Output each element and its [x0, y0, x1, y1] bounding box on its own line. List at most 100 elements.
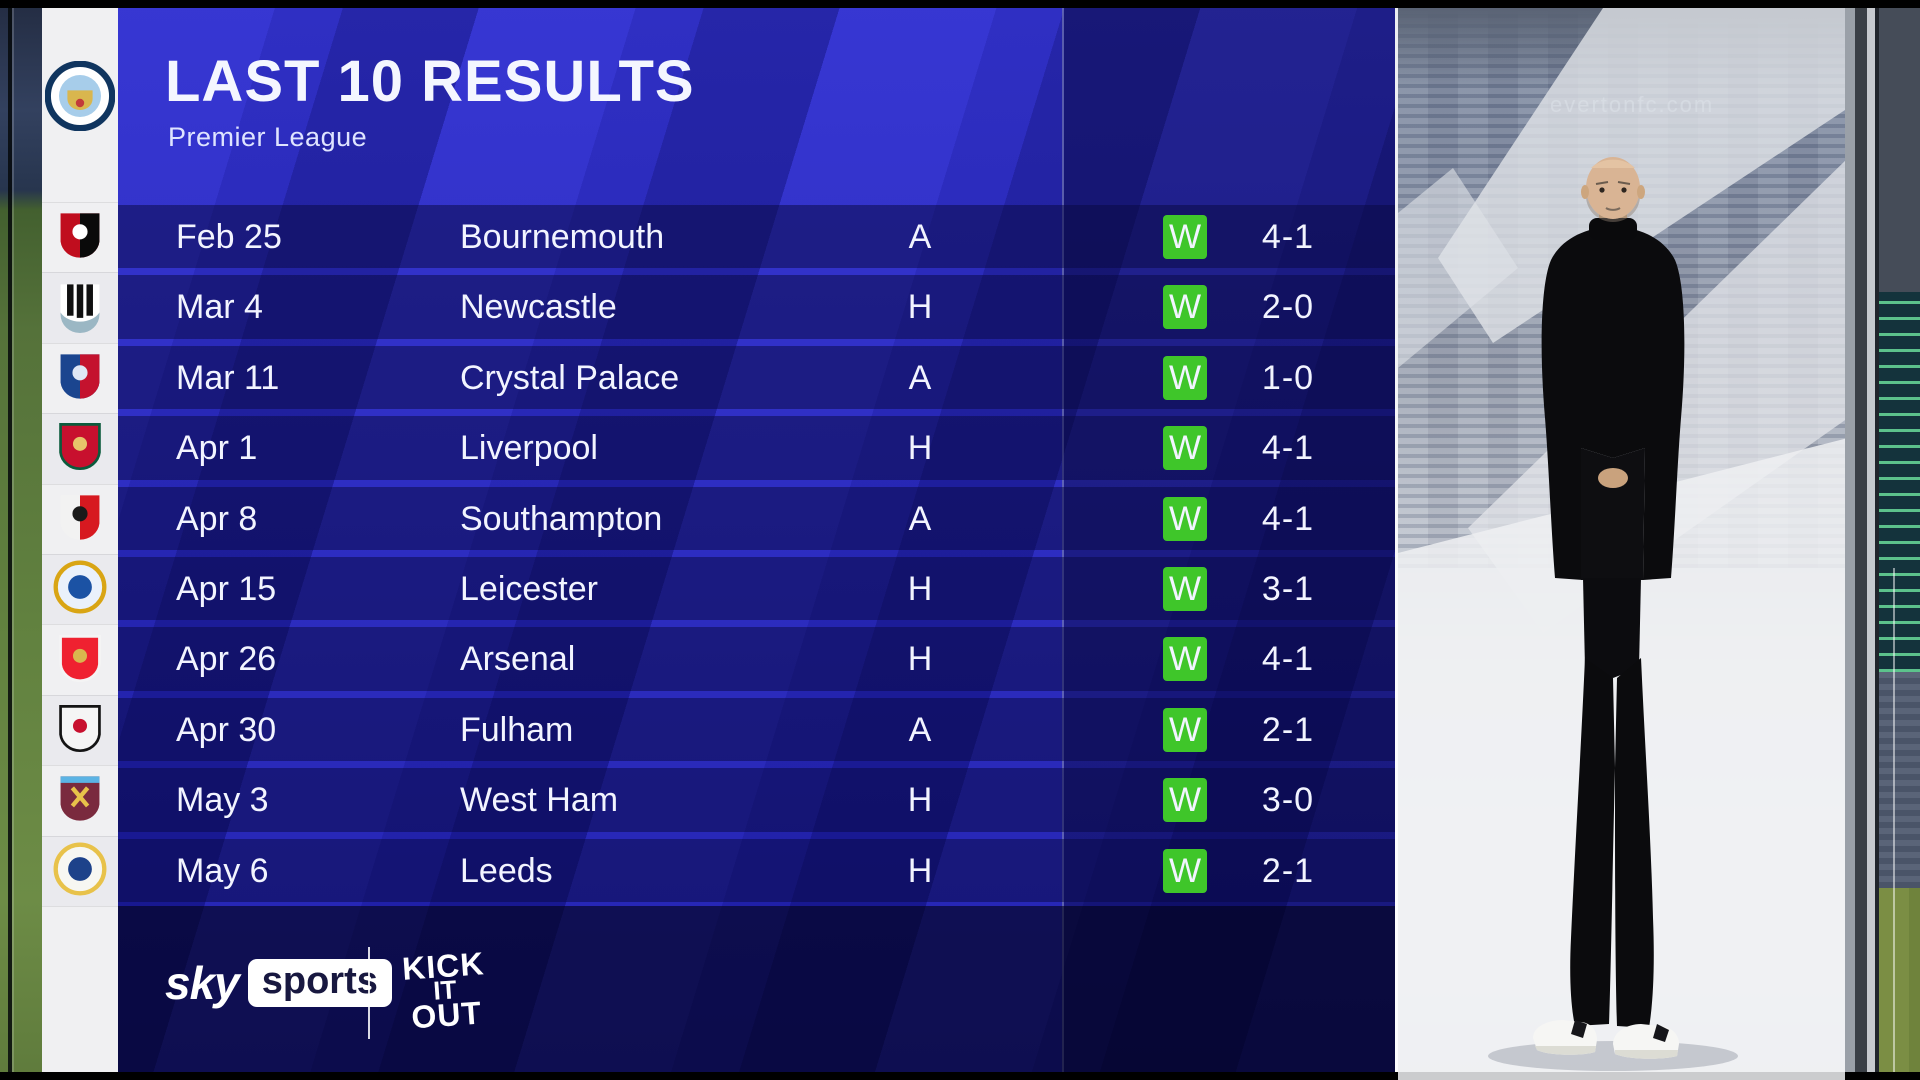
match-date: May 6 — [176, 851, 269, 890]
result-badge: W — [1163, 215, 1207, 259]
result-badge: W — [1163, 355, 1207, 400]
match-date: Apr 8 — [176, 499, 258, 538]
leeds-crest-icon — [53, 842, 107, 901]
leicester-crest-icon — [53, 560, 107, 619]
match-score: 3-0 — [1261, 781, 1315, 820]
crest-cell — [42, 765, 118, 835]
crest-cell — [42, 835, 118, 906]
opponent-name: Leicester — [460, 569, 598, 608]
liverpool-crest-icon — [53, 419, 107, 478]
opponent-name: Southampton — [460, 499, 663, 538]
match-date: Mar 11 — [176, 358, 280, 397]
venue-indicator: A — [908, 710, 932, 749]
crest-cell — [42, 202, 118, 272]
crest-cell — [42, 342, 118, 413]
arsenal-crest-icon — [53, 631, 107, 690]
manchester-city-crest-icon — [44, 60, 116, 136]
venue-indicator: A — [908, 358, 932, 397]
match-date: Mar 4 — [176, 288, 263, 327]
venue-indicator: H — [907, 288, 933, 327]
venue-indicator: H — [907, 640, 933, 679]
results-table: Feb 25 Bournemouth A W 4-1 Mar 4 Newcast… — [118, 202, 1395, 906]
match-score: 4-1 — [1261, 640, 1315, 679]
result-row: Mar 4 Newcastle H W 2-0 — [118, 272, 1395, 342]
newcastle-crest-icon — [53, 279, 107, 338]
venue-indicator: H — [907, 569, 933, 608]
opponent-crest-list — [42, 202, 118, 906]
competition-label: Premier League — [168, 122, 368, 152]
result-badge: W — [1163, 707, 1207, 752]
crest-cell — [42, 553, 118, 625]
result-row: Apr 30 Fulham A W 2-1 — [118, 695, 1395, 765]
opponent-name: West Ham — [460, 781, 619, 820]
opponent-name: Crystal Palace — [460, 358, 680, 397]
result-row: May 6 Leeds H W 2-1 — [118, 836, 1395, 906]
opponent-name: Liverpool — [460, 429, 598, 468]
opponent-name: Bournemouth — [460, 218, 665, 256]
bournemouth-crest-icon — [53, 208, 107, 267]
sports-wordmark: sports — [247, 959, 392, 1007]
match-score: 2-1 — [1261, 710, 1315, 749]
match-score: 2-1 — [1261, 851, 1315, 890]
result-badge: W — [1163, 496, 1207, 541]
team-crest-cell — [42, 8, 118, 202]
result-badge: W — [1163, 285, 1207, 330]
scoreboard-fragment — [1879, 292, 1920, 672]
kick-it-out-line: OUT — [410, 994, 484, 1036]
goal-post-edge — [8, 0, 12, 1080]
sky-sports-logo: sky sports — [165, 956, 392, 1010]
match-score: 2-0 — [1261, 288, 1315, 327]
venue-indicator: H — [907, 851, 933, 890]
match-score: 4-1 — [1261, 499, 1315, 538]
match-date: Apr 26 — [176, 640, 277, 679]
crest-cell — [42, 413, 118, 484]
venue-indicator: A — [908, 218, 932, 256]
pep-guardiola-figure — [1488, 157, 1738, 1071]
match-date: Apr 30 — [176, 710, 277, 749]
pitch-line — [1893, 568, 1895, 1080]
result-row: Mar 11 Crystal Palace A W 1-0 — [118, 343, 1395, 413]
crystal-palace-crest-icon — [53, 349, 107, 408]
west-ham-crest-icon — [53, 771, 107, 830]
letterbox-top — [0, 0, 1920, 8]
result-row: Apr 1 Liverpool H W 4-1 — [118, 413, 1395, 483]
match-score: 4-1 — [1261, 429, 1315, 468]
crest-cell — [42, 624, 118, 694]
result-row: Apr 15 Leicester H W 3-1 — [118, 554, 1395, 624]
kick-it-out-logo: KICK IT OUT — [386, 932, 503, 1049]
match-score: 4-1 — [1261, 218, 1315, 256]
sky-wordmark: sky — [165, 957, 240, 1009]
post-highlight — [12, 0, 14, 1080]
result-row: Feb 25 Bournemouth A W 4-1 — [118, 202, 1395, 272]
venue-indicator: A — [908, 499, 932, 538]
stadium-video-right-strip — [1845, 8, 1920, 1080]
manager-photo-panel: evertonfc.com — [1395, 8, 1845, 1080]
result-row: Apr 8 Southampton A W 4-1 — [118, 484, 1395, 554]
match-date: Apr 1 — [176, 429, 258, 468]
match-score: 3-1 — [1261, 569, 1315, 608]
result-badge: W — [1163, 566, 1207, 611]
logo-divider — [368, 947, 370, 1039]
result-badge: W — [1163, 426, 1207, 471]
result-row: May 3 West Ham H W 3-0 — [118, 765, 1395, 835]
result-badge: W — [1163, 848, 1207, 893]
letterbox-bottom — [0, 1072, 1920, 1080]
stadium-video-left-strip — [0, 0, 42, 1080]
result-badge: W — [1163, 637, 1207, 682]
result-badge: W — [1163, 778, 1207, 823]
southampton-crest-icon — [53, 490, 107, 549]
crest-cell — [42, 694, 118, 766]
result-row: Apr 26 Arsenal H W 4-1 — [118, 624, 1395, 694]
opponent-name: Arsenal — [460, 640, 576, 679]
match-score: 1-0 — [1261, 358, 1315, 397]
match-date: Feb 25 — [176, 218, 282, 256]
pitch-fragment — [1879, 888, 1920, 1080]
crowd-fragment — [1879, 672, 1920, 888]
venue-indicator: H — [907, 429, 933, 468]
venue-indicator: H — [907, 781, 933, 820]
results-panel: LAST 10 RESULTS Premier League Feb 25 Bo… — [118, 8, 1395, 1080]
match-date: May 3 — [176, 781, 269, 820]
page-title: LAST 10 RESULTS — [165, 49, 695, 114]
crest-sidebar — [42, 8, 118, 1080]
